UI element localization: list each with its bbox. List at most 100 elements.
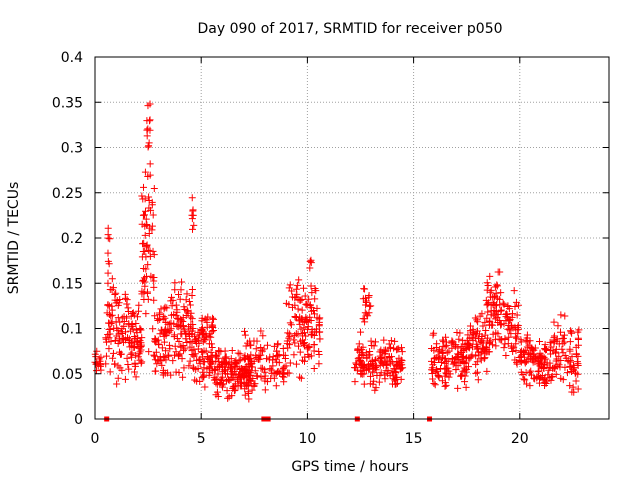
data-point (566, 382, 574, 390)
data-point (484, 308, 492, 316)
data-point (433, 367, 441, 375)
data-point (352, 359, 360, 367)
data-point (178, 278, 186, 286)
data-point (301, 339, 309, 347)
data-point (257, 373, 265, 381)
data-point (231, 362, 239, 370)
data-point (445, 347, 453, 355)
data-point (164, 369, 172, 377)
data-point (171, 279, 179, 287)
data-point (241, 391, 249, 399)
data-point (548, 373, 556, 381)
data-point (273, 341, 281, 349)
data-point (179, 341, 187, 349)
x-tick-label: 20 (511, 431, 529, 447)
data-point (107, 312, 115, 320)
data-point (465, 363, 473, 371)
data-point (161, 303, 169, 311)
data-point (506, 326, 514, 334)
data-point (305, 342, 313, 350)
data-point (131, 334, 139, 342)
data-point (279, 372, 287, 380)
data-point (489, 341, 497, 349)
data-point (439, 338, 447, 346)
x-tick-label: 0 (91, 431, 100, 447)
data-point (282, 362, 290, 370)
data-point (200, 364, 208, 372)
data-point (441, 343, 449, 351)
data-point (301, 292, 309, 300)
data-point (130, 368, 138, 376)
data-point (315, 360, 323, 368)
data-point (435, 373, 443, 381)
data-point (315, 350, 323, 358)
data-point (176, 295, 184, 303)
data-point (216, 362, 224, 370)
data-point (559, 376, 567, 384)
data-point (176, 321, 184, 329)
data-point (141, 248, 149, 256)
data-point (186, 301, 194, 309)
data-point (392, 373, 400, 381)
data-point (104, 269, 112, 277)
data-point (372, 384, 380, 392)
data-point (561, 312, 569, 320)
data-point (301, 329, 309, 337)
data-point (491, 335, 499, 343)
data-point (104, 231, 112, 239)
data-point (261, 386, 269, 394)
data-point (443, 349, 451, 357)
data-point (195, 356, 203, 364)
data-point (128, 338, 136, 346)
data-point (245, 355, 253, 363)
data-point (180, 364, 188, 372)
data-point (540, 345, 548, 353)
data-point (109, 354, 117, 362)
data-point (294, 342, 302, 350)
data-point (141, 207, 149, 215)
data-point (107, 337, 115, 345)
data-point (221, 366, 229, 374)
data-point (473, 368, 481, 376)
data-point (154, 316, 162, 324)
data-point (123, 354, 131, 362)
data-point (106, 235, 114, 243)
data-point (363, 310, 371, 318)
data-point (375, 378, 383, 386)
data-point (561, 338, 569, 346)
data-point (442, 369, 450, 377)
data-point (150, 283, 158, 291)
data-point (358, 362, 366, 370)
data-point (469, 329, 477, 337)
data-point (224, 394, 232, 402)
data-point (188, 215, 196, 223)
data-point (250, 357, 258, 365)
data-point (454, 344, 462, 352)
data-point (287, 321, 295, 329)
data-point (215, 347, 223, 355)
data-point (194, 365, 202, 373)
data-point (397, 375, 405, 383)
data-point (513, 311, 521, 319)
data-point (258, 347, 266, 355)
data-point (472, 352, 480, 360)
data-point (168, 302, 176, 310)
data-point (265, 356, 273, 364)
data-point (127, 350, 135, 358)
data-point (387, 343, 395, 351)
data-point (237, 374, 245, 382)
data-point (550, 318, 558, 326)
data-point (365, 293, 373, 301)
data-point (116, 318, 124, 326)
data-point (131, 360, 139, 368)
data-point (360, 285, 368, 293)
data-point (574, 360, 582, 368)
data-point (138, 192, 146, 200)
data-point (575, 326, 583, 334)
data-point (173, 315, 181, 323)
data-point (497, 321, 505, 329)
data-point (501, 335, 509, 343)
data-point (169, 296, 177, 304)
data-point (504, 325, 512, 333)
